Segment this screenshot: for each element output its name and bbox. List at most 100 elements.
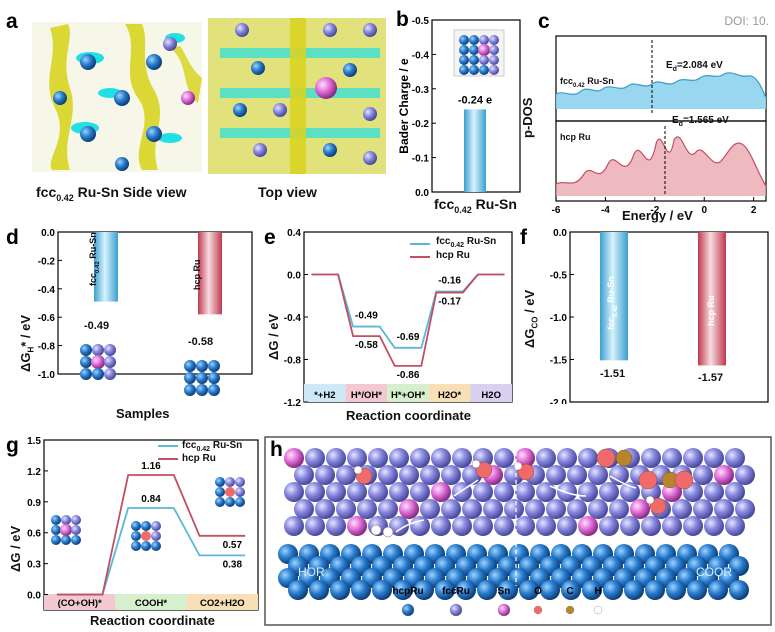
panel-h-legend-swatch	[497, 603, 511, 617]
g-tick-label: 0.9	[27, 498, 41, 509]
fcc-ru-atom	[284, 482, 304, 502]
panel-b-ticks: -0.5 -0.4 -0.3 -0.2 -0.1 0.0	[412, 16, 436, 199]
sn-atom	[399, 499, 419, 519]
panel-h-legend-label: H	[594, 586, 601, 597]
sn-atom	[630, 499, 650, 519]
adsorbate-atom	[674, 470, 694, 490]
fcc-ru-atom	[326, 516, 346, 536]
fcc-ru-atom	[389, 482, 409, 502]
fcc-ru-atom	[525, 499, 545, 519]
panel-c-top-area	[556, 72, 766, 109]
e-tick-label: 0.0	[287, 271, 301, 282]
panel-b-ylabel: Bader Charge / e	[397, 58, 411, 154]
adsorbate-atom	[645, 495, 655, 505]
hcp-ru-atom	[351, 580, 371, 600]
panel-h-legend-swatch	[449, 603, 463, 617]
g-tick-label: 1.5	[27, 436, 41, 447]
fcc-ru-atom	[641, 448, 661, 468]
fcc-ru-atom	[536, 448, 556, 468]
fcc-ru-atom	[431, 516, 451, 536]
adsorbate-atom	[353, 465, 363, 475]
fcc-ru-atom	[536, 482, 556, 502]
g-tick-label: 0.0	[27, 591, 41, 602]
panel-c-ylabel: p-DOS	[520, 97, 535, 138]
fcc-ru-atom	[410, 516, 430, 536]
panel-h-right-text: COOR	[696, 565, 732, 579]
fcc-ru-atom	[609, 499, 629, 519]
panel-h-legend-swatch	[401, 603, 415, 617]
sn-atom	[578, 516, 598, 536]
panel-b-bar	[464, 109, 486, 192]
hcp-ru-atom	[372, 580, 392, 600]
g-step-band	[115, 594, 187, 610]
fcc-ru-atom	[494, 482, 514, 502]
panel-g-legend1: fcc0.42 Ru-Sn	[182, 440, 243, 453]
panel-h-legend-label: fccRu	[442, 586, 470, 597]
adsorbate-atom	[649, 497, 667, 515]
panel-e-xlabel: Reaction coordinate	[346, 408, 471, 423]
fcc-ru-atom	[662, 448, 682, 468]
panel-b-tick-label: -0.1	[412, 154, 430, 165]
fcc-ru-atom	[704, 516, 724, 536]
panel-e-ylabel: ΔG / eV	[266, 313, 281, 360]
fcc-ru-atom	[599, 516, 619, 536]
panel-c-top-series-label: fcc0.42 Ru-Sn	[560, 76, 614, 89]
panel-d-tick-label: 0.0	[41, 228, 55, 239]
panel-h-legend-swatch	[565, 605, 575, 615]
hcp-ru-atom	[687, 580, 707, 600]
fcc-ru-atom	[452, 516, 472, 536]
panel-d-bar1-value: -0.49	[84, 320, 110, 332]
g-step-label: (CO+OH)*	[58, 598, 102, 609]
fcc-ru-atom	[336, 499, 356, 519]
e-annotation: -0.17	[438, 297, 461, 308]
fcc-ru-atom	[315, 465, 335, 485]
panel-c-xtick-label: 2	[751, 205, 757, 216]
panel-d-xlabel: Samples	[116, 406, 170, 421]
fcc-ru-atom	[735, 499, 755, 519]
e-tick-label: -1.2	[284, 398, 302, 409]
panel-b-tick-label: -0.5	[412, 16, 430, 27]
top-view-atoms	[233, 23, 377, 165]
panel-f-ylabel: ΔGCO / eV	[522, 289, 540, 348]
fcc-ru-atom	[578, 448, 598, 468]
g-annotation: 1.16	[141, 461, 161, 472]
panel-d-structure-2	[184, 360, 220, 396]
panel-c-xtick-label: -2	[650, 205, 659, 216]
fcc-ru-atom	[735, 465, 755, 485]
panel-c-xtick-label: 0	[701, 205, 707, 216]
panel-d-frame	[57, 231, 253, 375]
fcc-ru-atom	[441, 465, 461, 485]
panel-f-tick-label: -1.5	[550, 356, 568, 367]
fcc-ru-atom	[588, 499, 608, 519]
panel-c-bottom-ed-label: Ed=1.565 eV	[672, 115, 729, 128]
fcc-ru-atom	[704, 448, 724, 468]
panel-f-bar	[600, 232, 628, 361]
panel-c-chart: -6 -4 -2 0 2	[552, 35, 767, 216]
g-tick-label: 1.2	[27, 467, 41, 478]
e-annotation: -0.58	[355, 340, 378, 351]
panel-h-legend-label: C	[566, 586, 573, 597]
fcc-ru-atom	[315, 499, 335, 519]
fcc-ru-atom	[378, 499, 398, 519]
fcc-ru-atom	[662, 516, 682, 536]
reaction-arrow	[453, 479, 479, 497]
panel-c-bottom-frame	[555, 120, 767, 202]
panel-f-chart: 0.0 -0.5 -1.0 -1.5 -2.0	[550, 228, 769, 404]
panel-d-bar1-name: fcc0.42 Ru-Sn	[88, 232, 101, 286]
fcc-ru-atom	[452, 482, 472, 502]
panel-f-bar	[698, 232, 726, 366]
doi-watermark: DOI: 10.	[724, 14, 769, 28]
fcc-ru-atom	[536, 516, 556, 536]
panel-e-lines: -0.49 -0.58 -0.69 -0.86 -0.16 -0.17	[311, 273, 505, 381]
adsorbate-atom	[517, 463, 535, 481]
panel-c-label: c	[538, 10, 550, 33]
fcc-ru-atom	[305, 516, 325, 536]
hcp-ru-atom	[309, 580, 329, 600]
e-step-label: H2O	[481, 390, 501, 401]
g-tick-label: 0.6	[27, 529, 41, 540]
panel-c-xlabel: Energy / eV	[622, 208, 693, 223]
panel-b-value-label: -0.24 e	[458, 94, 492, 106]
fcc-ru-atom	[410, 482, 430, 502]
fcc-ru-atom	[294, 465, 314, 485]
panel-d-tick-label: -0.6	[38, 313, 56, 324]
